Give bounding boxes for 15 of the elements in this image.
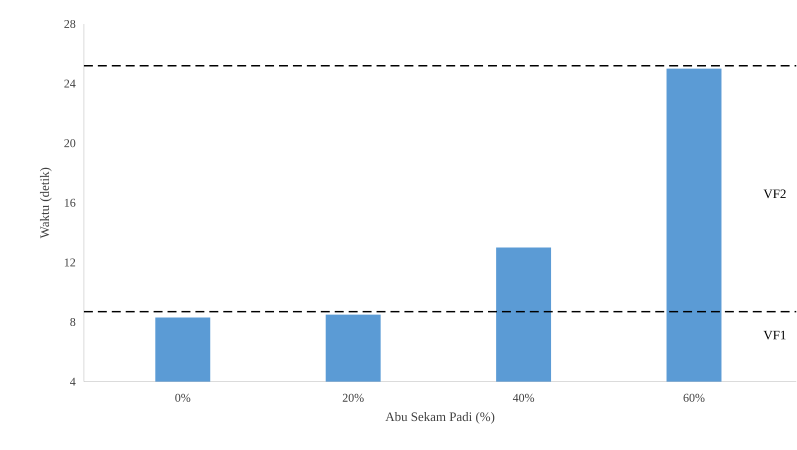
y-tick-label: 24 bbox=[64, 80, 76, 88]
annotation: VF2 bbox=[764, 190, 786, 198]
x-tick-label: 20% bbox=[342, 394, 364, 402]
y-axis-title: Waktu (detik) bbox=[40, 168, 52, 239]
y-tick-label: 20 bbox=[64, 139, 76, 148]
x-tick-label: 60% bbox=[684, 394, 705, 402]
y-tick-label: 28 bbox=[64, 20, 76, 28]
y-tick-label: 8 bbox=[70, 318, 76, 326]
x-axis-title: Abu Sekam Padi (%) bbox=[385, 412, 494, 424]
x-tick-label: 40% bbox=[512, 394, 534, 402]
y-tick-label: 4 bbox=[70, 378, 76, 386]
y-tick-label: 16 bbox=[64, 199, 76, 208]
annotation: VF1 bbox=[764, 330, 786, 340]
y-tick-label: 12 bbox=[64, 258, 76, 267]
x-tick-label: 0% bbox=[175, 394, 190, 402]
